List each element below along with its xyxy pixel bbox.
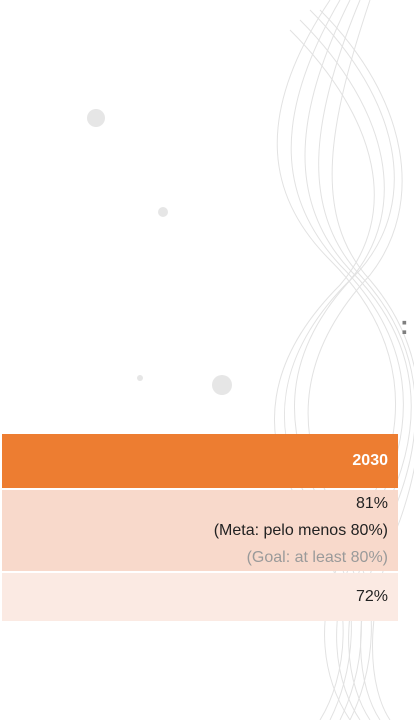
- cell-value: 72%: [12, 588, 388, 606]
- data-table: 2030 81% (Meta: pelo menos 80%) (Goal: a…: [0, 432, 398, 623]
- header-row: 2030: [0, 434, 398, 488]
- page: : 2030 81% (Meta: pelo menos 80%) (Goal:…: [0, 0, 414, 720]
- cell-note: (Meta: pelo menos 80%): [12, 517, 388, 544]
- heading-fragment: :: [400, 310, 409, 341]
- cell-note-en: (Goal: at least 80%): [12, 544, 388, 571]
- table-cell: 81% (Meta: pelo menos 80%) (Goal: at lea…: [0, 490, 398, 571]
- table-cell: 72%: [0, 573, 398, 621]
- table-row: 72%: [0, 573, 398, 621]
- header-cell: 2030: [0, 434, 398, 488]
- table-row: 81% (Meta: pelo menos 80%) (Goal: at lea…: [0, 490, 398, 571]
- cell-value: 81%: [12, 490, 388, 517]
